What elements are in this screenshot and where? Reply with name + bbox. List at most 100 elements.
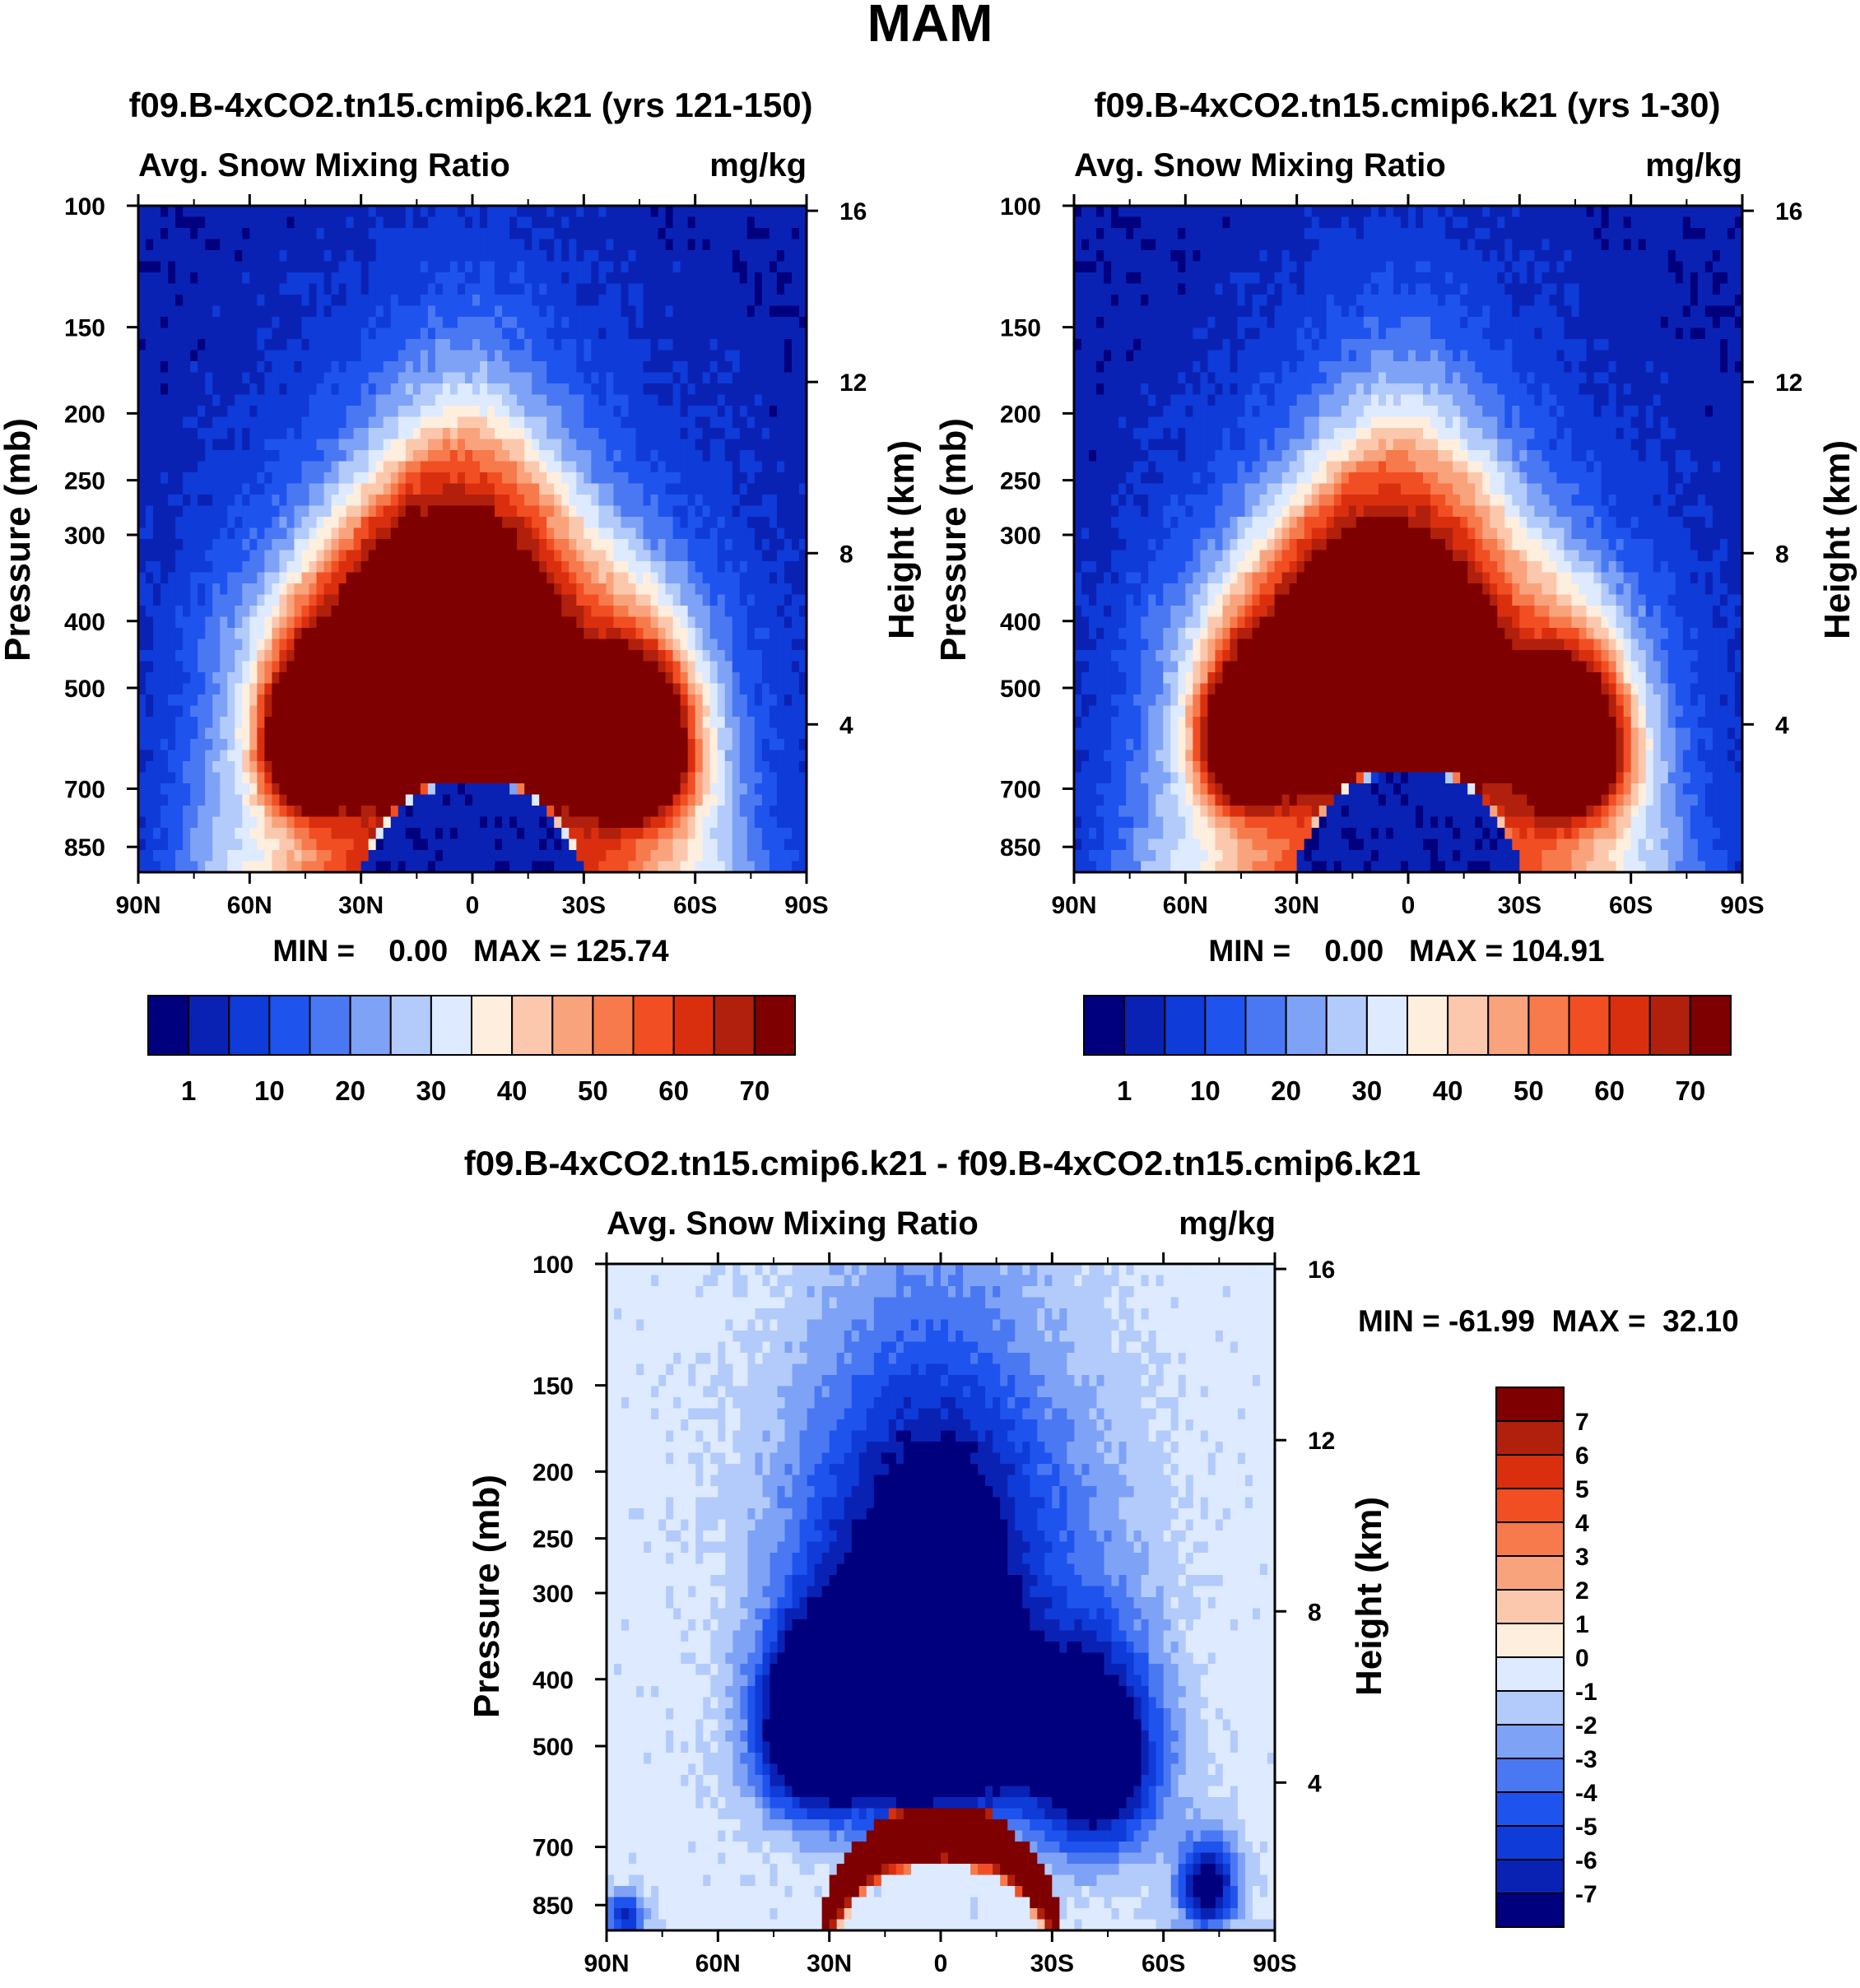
contour-cell	[360, 339, 370, 351]
contour-cell	[546, 705, 555, 718]
contour-cell	[257, 206, 265, 218]
contour-cell	[791, 527, 800, 540]
contour-cell	[301, 472, 310, 485]
contour-cell	[761, 561, 770, 574]
contour-cell	[517, 717, 525, 729]
contour-cell	[658, 616, 667, 629]
contour-cell	[650, 739, 659, 751]
contour-cell	[198, 527, 206, 540]
contour-cell	[464, 527, 473, 540]
contour-cell	[442, 239, 451, 251]
contour-cell	[524, 783, 532, 796]
contour-cell	[702, 517, 711, 529]
contour-cell	[761, 339, 770, 351]
contour-cell	[272, 727, 281, 740]
contour-cell	[190, 750, 198, 762]
contour-cell	[205, 750, 213, 762]
contour-cell	[546, 750, 555, 762]
contour-cell	[227, 806, 235, 818]
contour-cell	[561, 239, 570, 251]
contour-cell	[346, 250, 355, 262]
contour-cell	[198, 483, 206, 495]
contour-cell	[495, 606, 503, 618]
contour-cell	[754, 683, 763, 695]
contour-cell	[717, 472, 726, 485]
contour-cell	[235, 428, 243, 440]
contour-cell	[338, 572, 347, 584]
contour-cell	[360, 572, 370, 584]
contour-cell	[294, 739, 303, 751]
contour-cell	[294, 239, 303, 251]
contour-cell	[346, 628, 355, 640]
contour-cell	[724, 783, 733, 796]
contour-cell	[279, 717, 288, 729]
contour-cell	[598, 416, 607, 429]
contour-cell	[680, 806, 689, 818]
contour-cell	[628, 794, 637, 806]
contour-cell	[427, 628, 436, 640]
contour-cell	[784, 794, 793, 806]
contour-cell	[724, 350, 733, 362]
contour-cell	[680, 394, 689, 406]
contour-cell	[375, 416, 384, 429]
contour-cell	[635, 539, 644, 551]
contour-cell	[628, 806, 637, 818]
contour-cell	[383, 806, 392, 818]
contour-cell	[138, 750, 146, 762]
contour-cell	[665, 561, 674, 574]
contour-cell	[457, 539, 466, 551]
contour-cell	[338, 350, 347, 362]
contour-cell	[784, 283, 793, 295]
contour-cell	[532, 628, 540, 640]
contour-cell	[643, 727, 652, 740]
contour-cell	[576, 495, 584, 507]
contour-cell	[591, 628, 599, 640]
contour-cell	[457, 628, 466, 640]
contour-cell	[591, 416, 599, 429]
contour-cell	[190, 628, 198, 640]
contour-cell	[791, 572, 800, 584]
contour-cell	[502, 372, 510, 384]
contour-cell	[442, 650, 451, 662]
contour-cell	[279, 594, 288, 606]
contour-cell	[160, 750, 169, 762]
contour-cell	[212, 616, 221, 629]
contour-cell	[769, 594, 778, 606]
contour-cell	[375, 272, 384, 285]
contour-cell	[390, 461, 399, 473]
contour-cell	[420, 661, 429, 673]
contour-cell	[153, 394, 161, 406]
contour-cell	[784, 750, 793, 762]
contour-cell	[442, 806, 451, 818]
contour-cell	[257, 428, 265, 440]
contour-cell	[606, 650, 615, 662]
contour-cell	[220, 372, 228, 384]
contour-cell	[539, 572, 547, 584]
contour-cell	[628, 594, 637, 606]
contour-cell	[665, 361, 674, 374]
contour-cell	[279, 750, 288, 762]
contour-cell	[168, 539, 176, 551]
contour-cell	[561, 517, 570, 529]
contour-cell	[398, 327, 407, 340]
contour-cell	[798, 283, 807, 295]
contour-cell	[643, 527, 652, 540]
contour-cell	[702, 505, 711, 518]
contour-cell	[323, 517, 332, 529]
contour-cell	[746, 772, 756, 784]
contour-cell	[464, 606, 473, 618]
contour-cell	[190, 295, 198, 307]
contour-cell	[613, 594, 622, 606]
contour-cell	[309, 350, 318, 362]
contour-cell	[442, 772, 451, 784]
contour-cell	[591, 661, 599, 673]
contour-cell	[709, 628, 718, 640]
contour-cell	[346, 317, 355, 329]
contour-cell	[539, 283, 547, 295]
contour-cell	[732, 683, 741, 695]
contour-cell	[709, 616, 718, 629]
contour-cell	[554, 639, 562, 651]
contour-cell	[791, 383, 800, 396]
contour-cell	[301, 406, 310, 418]
contour-cell	[569, 561, 577, 574]
